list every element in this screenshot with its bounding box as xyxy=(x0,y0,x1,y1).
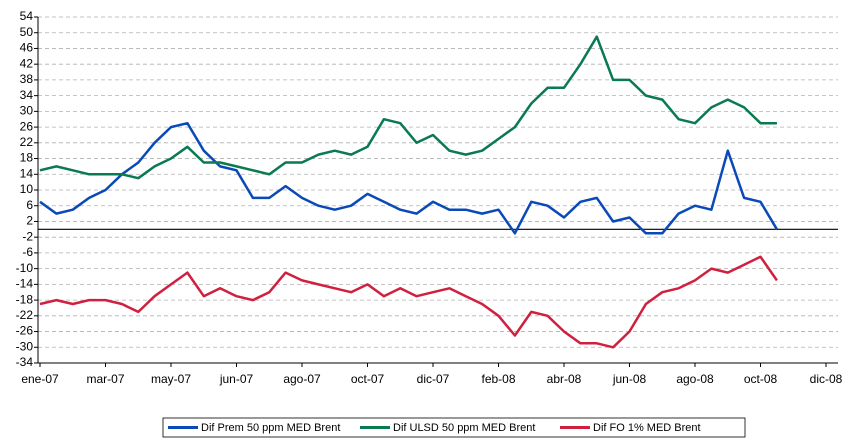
series-line xyxy=(39,255,778,349)
legend-label: Dif ULSD 50 ppm MED Brent xyxy=(393,422,535,434)
y-tick-label: 6 xyxy=(26,198,33,212)
y-tick-label: -10 xyxy=(16,261,34,275)
series-line xyxy=(39,35,777,180)
y-tick-label: 26 xyxy=(20,119,34,133)
y-tick-label: -2 xyxy=(22,229,33,243)
y-tick-label: 54 xyxy=(20,9,34,23)
x-tick-label: jun-08 xyxy=(612,372,647,386)
x-tick-label: feb-08 xyxy=(481,372,515,386)
x-tick-label: may-07 xyxy=(151,372,191,386)
x-tick-label: ago-07 xyxy=(283,372,321,386)
x-tick-label: ene-07 xyxy=(21,372,59,386)
legend-label: Dif FO 1% MED Brent xyxy=(593,422,701,434)
y-tick-label: 50 xyxy=(20,25,34,39)
x-tick-label: ago-08 xyxy=(676,372,714,386)
x-tick-label: abr-08 xyxy=(547,372,582,386)
x-tick-label: jun-07 xyxy=(219,372,254,386)
x-tick-label: oct-07 xyxy=(351,372,385,386)
y-tick-label: 14 xyxy=(20,166,34,180)
y-tick-label: 46 xyxy=(20,41,34,55)
y-tick-label: -22 xyxy=(16,308,34,322)
x-tick-label: dic-07 xyxy=(417,372,450,386)
x-tick-label: dic-08 xyxy=(810,372,843,386)
y-tick-label: 2 xyxy=(26,214,33,228)
x-tick-label: oct-08 xyxy=(744,372,778,386)
series-line xyxy=(39,121,778,235)
y-tick-label: 18 xyxy=(20,151,34,165)
y-tick-label: -26 xyxy=(16,324,34,338)
y-tick-label: -18 xyxy=(16,292,34,306)
y-tick-label: 42 xyxy=(20,56,34,70)
y-tick-label: 38 xyxy=(20,72,34,86)
y-tick-label: 22 xyxy=(20,135,34,149)
y-tick-label: -6 xyxy=(22,245,33,259)
y-tick-label: 30 xyxy=(20,104,34,118)
y-tick-label: -14 xyxy=(16,277,34,291)
x-tick-label: mar-07 xyxy=(86,372,124,386)
y-tick-label: 34 xyxy=(20,88,34,102)
y-tick-label: 10 xyxy=(20,182,34,196)
y-tick-label: -30 xyxy=(16,339,34,353)
legend-label: Dif Prem 50 ppm MED Brent xyxy=(201,422,340,434)
legend-box xyxy=(162,417,746,438)
y-tick-label: -34 xyxy=(16,355,34,369)
